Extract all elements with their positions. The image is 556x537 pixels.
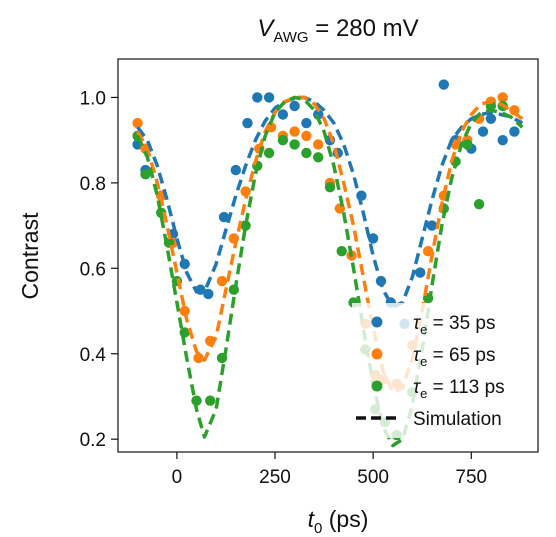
x-tick-label: 250 <box>259 467 291 488</box>
data-point-series-3-16 <box>301 147 312 159</box>
title-value: = 280 mV <box>309 15 419 42</box>
x-axis: 0 250 500 750 <box>172 452 487 488</box>
legend-subscript: e <box>420 386 427 401</box>
legend-variable: τ <box>413 377 422 398</box>
legend-value: = 35 ps <box>427 313 495 334</box>
plot-area <box>117 58 539 453</box>
data-point-series-1-8 <box>218 211 230 223</box>
data-point-series-3-30 <box>473 199 485 210</box>
data-point-series-2-5 <box>179 305 190 317</box>
x-label-subscript: 0 <box>314 520 322 537</box>
legend-subscript: e <box>420 354 427 369</box>
data-point-series-3-18 <box>324 182 336 193</box>
title-subscript: AWG <box>273 29 308 46</box>
data-point-series-2-6 <box>193 352 204 364</box>
legend-label-tau-65: τe = 65 ps <box>413 345 495 369</box>
y-tick-label: 0.2 <box>80 430 106 451</box>
y-tick-label: 0.8 <box>80 174 106 195</box>
data-point-series-1-31 <box>497 135 508 146</box>
data-point-series-1-24 <box>415 267 426 278</box>
legend-label-tau-35: τe = 35 ps <box>413 313 495 337</box>
x-label-unit: (ps) <box>322 506 368 532</box>
simulation-line-series-3 <box>136 95 524 448</box>
y-axis: 0.2 0.4 0.6 0.8 1.0 <box>80 88 118 451</box>
data-point-series-3-15 <box>289 139 300 150</box>
data-point-series-3-11 <box>240 220 251 231</box>
data-point-series-3-13 <box>263 147 275 159</box>
simulation-line-series-1 <box>136 95 524 309</box>
data-point-series-3-17 <box>313 152 324 163</box>
data-point-series-1-11 <box>252 92 263 103</box>
legend-marker-tau-65 <box>371 348 383 360</box>
data-point-series-2-1 <box>132 117 143 129</box>
y-tick-label: 1.0 <box>80 88 106 109</box>
data-point-series-1-7 <box>203 288 214 300</box>
legend-value: = 65 ps <box>427 345 495 366</box>
data-point-series-2-15 <box>301 130 312 142</box>
legend-variable: τ <box>413 345 422 366</box>
data-point-series-1-10 <box>242 117 253 129</box>
data-point-series-1-29 <box>477 126 489 137</box>
data-point-series-1-13 <box>277 109 289 120</box>
data-point-series-3-29 <box>462 139 473 150</box>
legend-subscript: e <box>420 322 427 337</box>
data-point-series-1-26 <box>438 79 449 90</box>
legend-background <box>352 303 534 438</box>
legend-marker-tau-35 <box>371 316 383 328</box>
data-point-series-1-14 <box>289 100 300 112</box>
legend-value: = 113 ps <box>427 377 504 398</box>
x-axis-label: t0 (ps) <box>308 506 369 537</box>
data-point-series-3-2 <box>140 169 151 180</box>
data-point-series-1-15 <box>301 117 312 129</box>
legend-marker-tau-113 <box>371 380 383 392</box>
x-tick-label: 750 <box>455 467 487 488</box>
data-point-series-2-8 <box>216 275 228 287</box>
data-point-series-1-25 <box>426 220 438 231</box>
title-variable: V <box>257 15 275 42</box>
chart-title: VAWG = 280 mV <box>257 15 418 46</box>
data-point-series-1-30 <box>485 113 497 125</box>
data-point-series-2-31 <box>497 92 508 103</box>
x-label-variable: t <box>308 506 316 532</box>
legend: τe = 35 ps τe = 65 ps τe = 113 ps Simula… <box>352 303 534 438</box>
data-point-series-1-9 <box>230 164 241 176</box>
x-tick-label: 0 <box>172 467 183 488</box>
legend-label-tau-113: τe = 113 ps <box>413 377 505 401</box>
legend-label-simulation: Simulation <box>413 409 502 430</box>
data-point-series-3-19 <box>336 246 347 257</box>
data-point-series-2-14 <box>289 126 300 137</box>
data-point-series-3-14 <box>277 135 289 146</box>
y-tick-label: 0.4 <box>80 345 107 366</box>
data-point-series-1-32 <box>509 126 520 137</box>
data-point-series-3-8 <box>205 395 216 406</box>
y-axis-label: Contrast <box>17 212 43 300</box>
data-point-series-2-16 <box>313 139 324 150</box>
y-tick-label: 0.6 <box>80 259 106 280</box>
data-point-series-1-20 <box>367 233 379 244</box>
legend-variable: τ <box>413 313 422 334</box>
x-tick-label: 500 <box>357 467 389 488</box>
data-point-series-1-12 <box>263 92 275 103</box>
